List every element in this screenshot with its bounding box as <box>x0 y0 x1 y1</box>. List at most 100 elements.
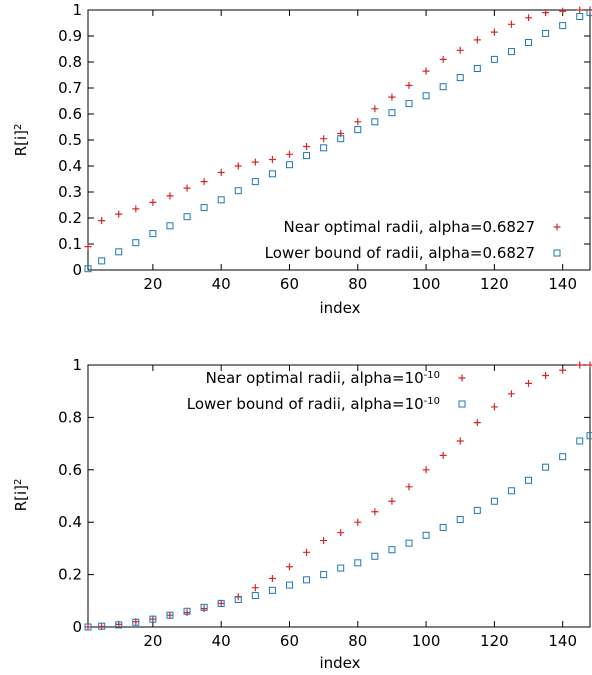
data-point <box>337 135 345 143</box>
y-tick-label: 1 <box>72 1 82 19</box>
data-point <box>234 595 242 603</box>
data-point <box>525 476 533 484</box>
data-point <box>98 622 106 630</box>
data-point <box>84 265 92 273</box>
data-point <box>439 523 447 531</box>
y-tick-label: 0.6 <box>58 461 82 479</box>
y-tick-label: 0 <box>72 261 82 279</box>
data-point <box>490 497 498 505</box>
data-point <box>405 100 413 108</box>
data-point <box>200 603 208 611</box>
x-tick-label: 20 <box>143 275 162 293</box>
data-point <box>132 618 140 626</box>
data-point <box>166 611 174 619</box>
data-point <box>217 169 225 176</box>
data-point <box>115 248 123 256</box>
data-point <box>200 204 208 212</box>
data-point <box>586 9 592 17</box>
legend-marker <box>458 400 466 408</box>
data-point <box>183 607 191 615</box>
legend-marker <box>553 223 561 231</box>
data-point <box>576 13 584 20</box>
data-point <box>456 516 464 524</box>
data-point <box>234 187 242 195</box>
data-point <box>354 118 362 126</box>
data-point <box>320 135 328 143</box>
legend-label: Near optimal radii, alpha=10-10 <box>206 369 440 387</box>
data-point <box>183 213 191 221</box>
x-tick-label: 20 <box>143 632 162 650</box>
data-point <box>422 466 430 474</box>
data-point <box>559 22 567 30</box>
x-axis-title: index <box>319 299 360 317</box>
data-point <box>405 81 413 89</box>
data-point <box>337 529 345 537</box>
data-point <box>200 605 208 613</box>
data-point <box>542 371 550 379</box>
data-point <box>84 623 92 631</box>
data-point <box>586 432 592 440</box>
y-tick-label: 0.2 <box>58 566 82 584</box>
data-point <box>149 615 157 623</box>
legend-label-sup: -10 <box>424 396 440 407</box>
x-tick-label: 80 <box>348 275 367 293</box>
data-point <box>166 192 174 200</box>
data-point <box>422 531 430 539</box>
data-point <box>559 453 567 461</box>
x-tick-label: 40 <box>212 275 231 293</box>
data-point <box>115 621 123 629</box>
data-point <box>371 118 379 126</box>
x-tick-label: 60 <box>280 275 299 293</box>
y-axis-title-sup: 2 <box>13 124 24 130</box>
data-point <box>559 7 567 15</box>
data-point <box>149 230 157 238</box>
data-point <box>183 609 191 617</box>
data-point <box>439 451 447 459</box>
data-point <box>251 158 259 166</box>
y-axis-title: R[i]2 <box>12 124 30 157</box>
legend-marker <box>458 374 466 382</box>
data-point <box>388 497 396 505</box>
data-point <box>285 150 293 158</box>
data-point <box>84 623 92 631</box>
data-point <box>405 539 413 547</box>
data-point <box>422 67 430 75</box>
x-tick-label: 40 <box>212 632 231 650</box>
data-point <box>98 217 106 225</box>
data-point <box>217 599 225 607</box>
series-plus <box>84 6 592 251</box>
legend-label: Lower bound of radii, alpha=0.6827 <box>265 244 535 262</box>
data-point <box>200 178 208 186</box>
data-point <box>337 564 345 572</box>
data-point <box>371 105 379 113</box>
data-point <box>576 437 584 445</box>
x-tick-label: 140 <box>548 632 577 650</box>
y-axis-title-sup: 2 <box>13 479 24 485</box>
data-point <box>542 9 550 17</box>
y-tick-label: 1 <box>72 356 82 374</box>
series-plus <box>84 361 592 631</box>
data-point <box>98 257 106 265</box>
data-point <box>456 46 464 54</box>
data-point <box>473 36 481 44</box>
data-point <box>456 74 464 82</box>
x-tick-label: 140 <box>548 275 577 293</box>
data-point <box>542 463 550 471</box>
x-axis-title: index <box>319 654 360 672</box>
plot-frame <box>87 364 591 628</box>
data-point <box>576 6 584 14</box>
data-point <box>285 161 293 169</box>
data-point <box>405 483 413 491</box>
y-tick-label: 0.7 <box>58 79 82 97</box>
data-point <box>576 361 584 369</box>
data-point <box>268 586 276 594</box>
data-point <box>490 28 498 36</box>
data-point <box>115 210 123 218</box>
legend-label: Near optimal radii, alpha=0.6827 <box>284 218 535 236</box>
data-point <box>507 48 515 56</box>
data-point <box>354 126 362 134</box>
data-point <box>303 152 311 160</box>
data-point <box>490 55 498 63</box>
data-point <box>320 571 328 579</box>
data-point <box>473 419 481 427</box>
